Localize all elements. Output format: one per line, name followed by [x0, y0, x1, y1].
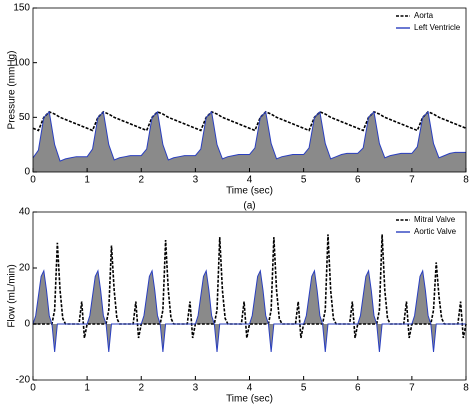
x-tick-label: 2 — [138, 383, 144, 394]
series-line — [32, 269, 466, 353]
x-tick-label: 1 — [84, 383, 90, 394]
y-axis-label: Flow (mL/min) — [7, 264, 18, 327]
legend-label: Aortic Valve — [414, 227, 457, 236]
x-tick-label: 0 — [30, 383, 36, 394]
y-tick-label: -20 — [16, 375, 31, 386]
y-axis-label: Pressure (mmHg) — [7, 51, 18, 130]
series-area — [33, 111, 466, 172]
y-tick-label: 100 — [13, 57, 30, 68]
x-tick-label: 3 — [193, 175, 199, 186]
legend-label: Aorta — [414, 11, 434, 20]
x-axis-label: Time (sec) — [226, 186, 273, 197]
legend-label: Mitral Valve — [414, 215, 456, 224]
x-tick-label: 8 — [463, 175, 469, 186]
x-tick-label: 1 — [84, 175, 90, 186]
x-tick-label: 0 — [30, 175, 36, 186]
plot-area — [33, 212, 466, 380]
x-tick-label: 6 — [355, 383, 361, 394]
caption: (a) — [243, 201, 255, 212]
x-tick-label: 5 — [301, 383, 307, 394]
legend-label: Left Ventricle — [414, 23, 461, 32]
y-tick-label: 0 — [24, 167, 30, 178]
series-area — [33, 270, 466, 352]
x-tick-label: 4 — [247, 383, 253, 394]
x-tick-label: 3 — [193, 383, 199, 394]
x-tick-label: 5 — [301, 175, 307, 186]
y-tick-label: 40 — [19, 207, 31, 218]
subplot: 0 1 2 3 4 5 6 7 8 0 50 100 150 Time (sec) (a) Pressure … — [7, 3, 470, 212]
y-tick-label: 0 — [24, 319, 30, 330]
x-tick-label: 7 — [409, 175, 415, 186]
series-line — [32, 110, 467, 132]
x-axis-label: Time (sec) — [226, 394, 273, 405]
y-tick-label: 20 — [19, 263, 31, 274]
x-tick-label: 7 — [409, 383, 415, 394]
y-tick-label: 50 — [19, 112, 31, 123]
x-tick-label: 2 — [138, 175, 144, 186]
x-tick-label: 6 — [355, 175, 361, 186]
x-tick-label: 8 — [463, 383, 469, 394]
y-tick-label: 150 — [13, 3, 30, 14]
x-tick-label: 4 — [247, 175, 253, 186]
series-line — [32, 110, 466, 162]
